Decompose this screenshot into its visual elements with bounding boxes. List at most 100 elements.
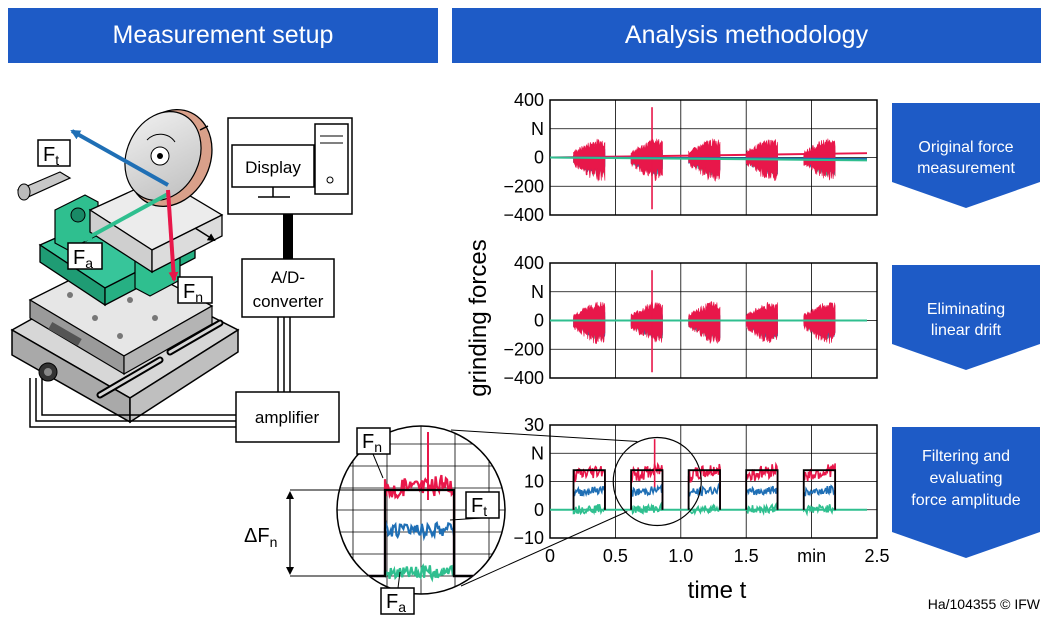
y-tick-label: 0 [534, 311, 544, 331]
x-tick-label: 1.5 [734, 546, 759, 566]
step-arrow-drift: Eliminating linear drift [892, 265, 1040, 370]
signal-series-1 [745, 157, 778, 181]
footer-id: Ha/104355 © IFW [928, 596, 1041, 612]
filtered-series-3 [802, 503, 836, 517]
zoom-label-fa-leader [397, 571, 401, 589]
step1-line1: Original force [918, 139, 1013, 156]
label-fa: Fa [67, 242, 103, 271]
signal-series-1 [573, 157, 606, 182]
header-left-title: Measurement setup [112, 21, 334, 49]
amplifier-label: amplifier [255, 408, 320, 427]
data-cable [283, 214, 293, 259]
zoom-label-fa-box [380, 587, 415, 615]
step-arrow-original: Original force measurement [892, 103, 1040, 208]
force-arrow-normal [166, 189, 179, 282]
header-measurement-setup: Measurement setup [8, 8, 438, 63]
signal-series-1 [573, 320, 606, 345]
filtered-series-2 [802, 484, 836, 510]
signal-series-1 [630, 157, 663, 182]
zoom-label-fn-text: Fn [362, 431, 382, 455]
converter-line2: converter [253, 292, 324, 311]
zoom-series-2 [337, 519, 505, 578]
filtered-series-3 [745, 502, 779, 516]
y-tick-label: 10 [524, 472, 544, 492]
filtered-series-2 [572, 485, 606, 510]
amplitude-box [802, 469, 837, 510]
signal-series-1 [630, 320, 663, 343]
monitor [231, 144, 315, 188]
step3-line3: force amplitude [911, 492, 1020, 509]
zoom-label-ft-box [465, 491, 500, 519]
pc-tower [314, 123, 349, 195]
step3-line2: evaluating [930, 470, 1003, 487]
zoom-label-fn-leader [372, 453, 384, 479]
zoom-label-ft-text: Ft [471, 495, 487, 519]
signal-series-1 [688, 138, 721, 158]
y-tick-label: 0 [534, 500, 544, 520]
x-tick-label: 0.5 [603, 546, 628, 566]
zoom-series-1 [337, 474, 505, 578]
y-tick-label: N [531, 443, 544, 463]
y-tick-label: −400 [503, 205, 544, 225]
converter-line1: A/D- [271, 268, 305, 287]
grinding-wheel [124, 108, 213, 208]
signal-series-1 [630, 301, 663, 321]
baseline-series-3 [549, 156, 868, 162]
y-tick-label: N [531, 119, 544, 139]
svg-text:Ft: Ft [43, 144, 59, 168]
zoom-inset: ΔFn Fn Ft Fa [244, 425, 638, 615]
label-fn: Fn [177, 276, 213, 305]
dynamometer-cables [29, 378, 236, 428]
zoom-source-circle [612, 436, 702, 527]
x-tick-label: 0 [545, 546, 555, 566]
svg-text:Fn: Fn [183, 281, 203, 305]
signal-series-1 [803, 320, 836, 344]
y-tick-label: −10 [513, 528, 544, 548]
zoom-series-3 [337, 563, 505, 583]
amplitude-box [630, 469, 664, 510]
y-tick-label: 400 [514, 253, 544, 273]
step3-line1: Filtering and [922, 448, 1010, 465]
signal-series-1 [573, 138, 606, 158]
amplitude-box [572, 469, 606, 510]
step1-line2: measurement [917, 160, 1015, 177]
filtered-series-2 [687, 482, 721, 510]
filtered-series-1 [802, 463, 836, 510]
signal-series-1 [803, 302, 836, 321]
zoom-content [337, 426, 505, 594]
y-tick-label: 400 [514, 90, 544, 110]
feed-direction-arrow [194, 227, 216, 242]
header-analysis-methodology: Analysis methodology [452, 8, 1041, 63]
signal-series-1 [688, 320, 721, 344]
zoom-label-fa-text: Fa [386, 591, 406, 615]
zoom-label-fn-box [356, 427, 391, 455]
x-axis-title: time t [688, 577, 747, 604]
y-tick-label: N [531, 282, 544, 302]
y-tick-label: −400 [503, 368, 544, 388]
filtered-series-2 [745, 485, 779, 510]
step2-line1: Eliminating [927, 301, 1005, 318]
x-tick-label: 2.5 [864, 546, 889, 566]
computer: Display [227, 117, 353, 215]
y-tick-label: −200 [503, 176, 544, 196]
y-tick-label: −200 [503, 339, 544, 359]
header-right-title: Analysis methodology [624, 21, 869, 49]
amplifier: amplifier [235, 391, 340, 443]
step2-line2: linear drift [931, 322, 1002, 339]
chart-panel-1: 400 N 0 −200 −400 [503, 90, 878, 225]
signal-series-1 [688, 157, 721, 182]
x-tick-label: min [797, 546, 826, 566]
force-arrow-tangential [70, 129, 169, 187]
signal-series-1 [630, 138, 663, 158]
filtered-series-3 [630, 501, 664, 515]
step-arrow-filter: Filtering and evaluating force amplitude [892, 427, 1040, 558]
zoom-connector-bottom [460, 511, 628, 587]
filtered-series-3 [572, 504, 606, 516]
display-label: Display [245, 158, 301, 177]
amplitude-box [687, 469, 721, 510]
ad-converter: A/D- converter [241, 258, 335, 318]
x-tick-label: 1.0 [668, 546, 693, 566]
force-arrow-axial [82, 192, 169, 242]
